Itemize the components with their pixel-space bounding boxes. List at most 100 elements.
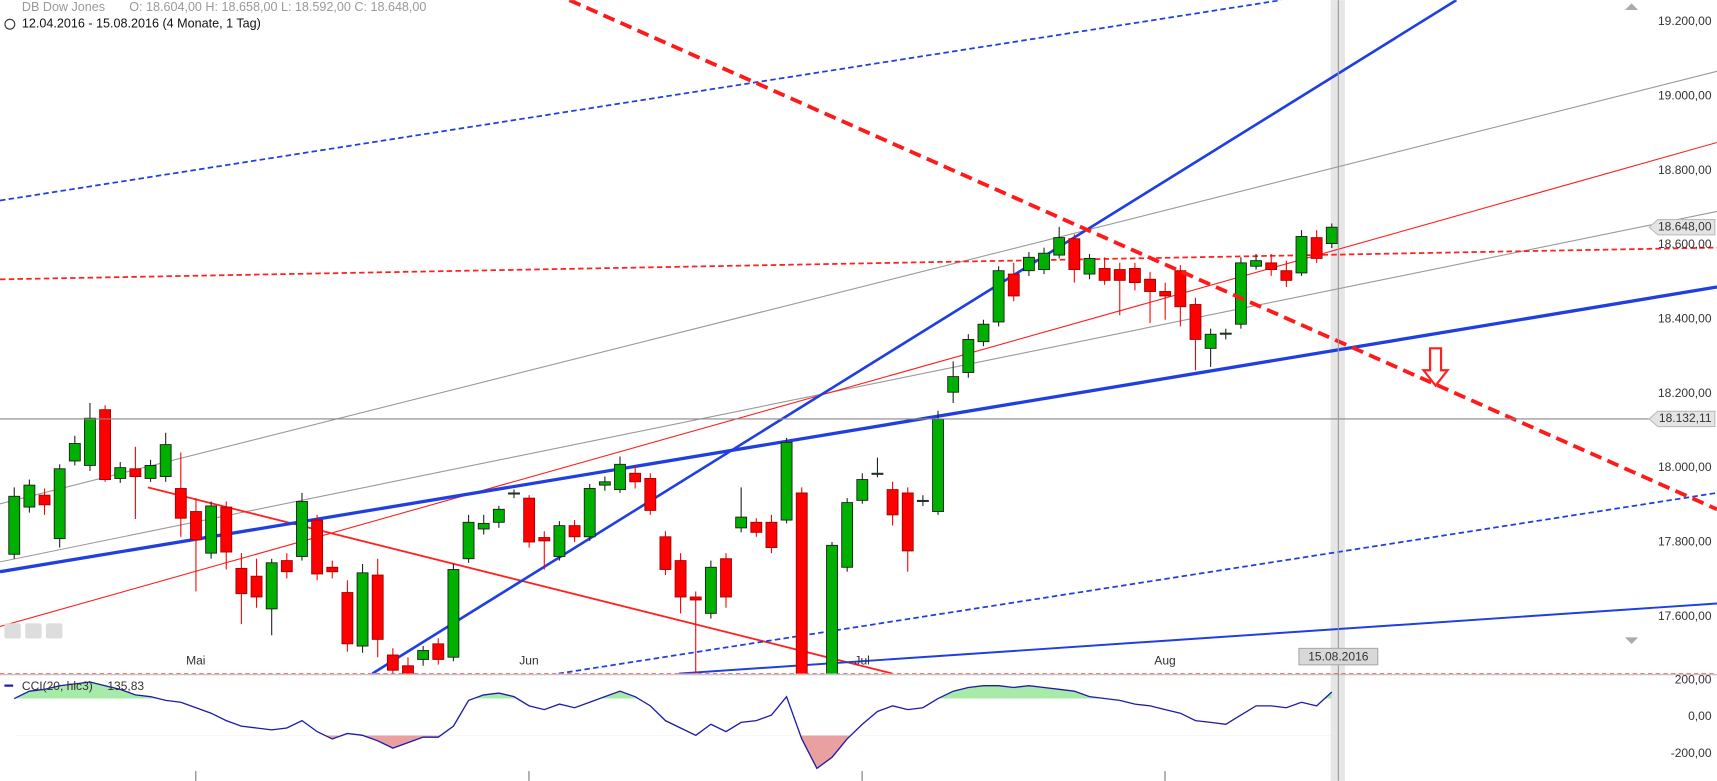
cci-panel: 200,00 0,00 -200,00 CCI(20, hlc3) 135,83 xyxy=(4,672,1712,770)
candle-body xyxy=(614,463,626,491)
y-tick-label: 18.600,00 xyxy=(1658,237,1712,251)
candle-body xyxy=(477,522,490,530)
candle-body xyxy=(1325,226,1338,244)
trend-line xyxy=(568,0,1717,512)
candle-body xyxy=(68,443,81,462)
trend-line xyxy=(0,0,1282,202)
candle-body xyxy=(644,478,657,511)
candle-body xyxy=(99,409,112,480)
candle-body xyxy=(250,575,263,598)
candle-body xyxy=(886,489,899,516)
candle-body xyxy=(1265,262,1278,271)
candle-body xyxy=(1113,269,1126,281)
candle-body xyxy=(1068,238,1081,271)
candle-body xyxy=(432,643,445,660)
y-tick-label: -200,00 xyxy=(1671,746,1712,760)
date-range: 12.04.2016 - 15.08.2016 (4 Monate, 1 Tag… xyxy=(22,17,261,31)
tool-button[interactable] xyxy=(45,623,63,639)
ohlc: O: 18.604,00 H: 18.658,00 L: 18.592,00 C… xyxy=(129,0,426,14)
candle-body xyxy=(144,464,157,479)
x-tick-label: Mai xyxy=(186,654,205,668)
candle-body xyxy=(159,444,172,478)
candle-body xyxy=(296,501,308,557)
candle-body xyxy=(750,521,763,533)
candle-body xyxy=(553,525,566,557)
y-tick-label: 18.400,00 xyxy=(1658,312,1712,326)
candle-body xyxy=(841,502,854,568)
candle-body xyxy=(53,468,66,540)
tool-button[interactable] xyxy=(25,623,42,639)
x-tick-label: Jun xyxy=(519,654,538,668)
trend-line xyxy=(0,70,1717,505)
candle-body xyxy=(598,481,611,486)
cci-band-fill xyxy=(14,735,1332,769)
price-marker-label: 18.132,11 xyxy=(1659,411,1712,425)
candle-body xyxy=(1053,237,1066,256)
y-tick-label: 17.800,00 xyxy=(1658,535,1712,549)
tool-button[interactable] xyxy=(4,623,21,639)
candle-body xyxy=(402,665,414,674)
crosshair-box xyxy=(1298,647,1379,666)
trend-line xyxy=(558,492,1717,674)
candle-body xyxy=(508,492,520,495)
candle-body xyxy=(1204,333,1217,349)
candle-body xyxy=(356,572,369,647)
candle-body xyxy=(674,560,687,598)
candle-body xyxy=(1189,304,1202,340)
trend-lines xyxy=(0,0,1717,674)
y-tick-label: 0,00 xyxy=(1688,709,1712,723)
candle-body xyxy=(174,488,187,519)
candle-body xyxy=(326,566,339,573)
candle-body xyxy=(735,516,748,529)
candle-body xyxy=(129,468,142,478)
x-tick-label: Jul xyxy=(854,654,869,668)
candle-body xyxy=(1235,262,1247,325)
price-marker xyxy=(1648,218,1716,236)
candle-body xyxy=(1295,236,1308,274)
candle-body xyxy=(341,592,354,645)
candle-body xyxy=(1007,273,1020,297)
cci-legend-name: CCI(20, hlc3) xyxy=(22,679,93,693)
candle-body xyxy=(765,521,778,549)
candle-body xyxy=(629,472,642,483)
candle-body xyxy=(871,472,884,475)
candle-body xyxy=(1038,252,1050,271)
candle-body xyxy=(23,484,36,508)
trend-line xyxy=(0,285,1717,574)
scroll-up[interactable] xyxy=(1625,3,1639,10)
candle-body xyxy=(1174,270,1187,308)
candle-body xyxy=(720,558,732,598)
candle-body xyxy=(1128,268,1141,284)
candle-body xyxy=(568,525,581,538)
candle-body xyxy=(992,270,1005,323)
candle-body xyxy=(1098,268,1111,281)
candle-body xyxy=(780,441,793,521)
candle-body xyxy=(538,537,551,542)
trend-line xyxy=(678,602,1717,674)
candle-body xyxy=(901,492,914,552)
candle-body xyxy=(235,567,248,595)
candle-body xyxy=(447,569,460,658)
candle-body xyxy=(371,574,384,640)
trend-line xyxy=(0,141,1717,628)
candle-body xyxy=(1219,332,1232,335)
y-tick-label: 17.600,00 xyxy=(1658,609,1712,623)
cci-line xyxy=(13,681,1333,770)
candle-body xyxy=(114,467,127,479)
candle-body xyxy=(795,492,808,674)
scroll-down[interactable] xyxy=(1625,637,1639,644)
candle-body xyxy=(962,339,975,373)
candle-body xyxy=(1250,260,1262,267)
candle-body xyxy=(205,505,218,554)
candle-body xyxy=(38,494,51,506)
price-marker xyxy=(1648,410,1716,428)
candle-body xyxy=(190,511,202,541)
candle-body xyxy=(523,497,536,543)
candle-body xyxy=(386,654,399,671)
candle-body xyxy=(1144,278,1156,292)
candle-body xyxy=(689,596,702,601)
candle-body xyxy=(659,536,672,570)
y-tick-label: 19.200,00 xyxy=(1658,14,1712,28)
trend-line xyxy=(0,246,1717,281)
candle-body xyxy=(265,562,278,610)
